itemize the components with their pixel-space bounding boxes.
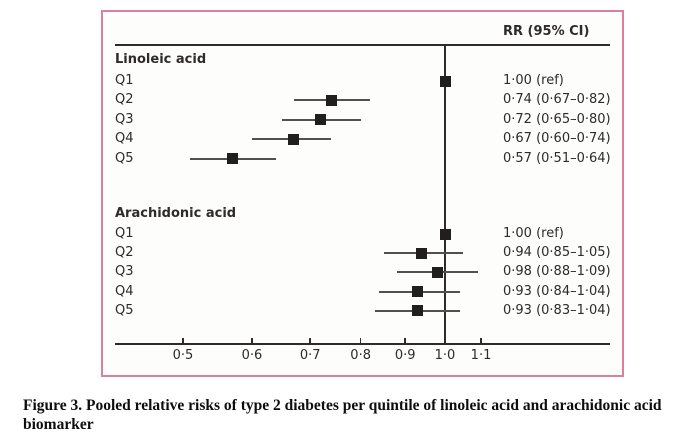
row-value: 0·98 (0·88–1·09) [503,264,611,280]
row-label: Q5 [115,150,134,166]
axis-tick [359,338,362,344]
axis-tick-label: 1·1 [470,348,492,363]
caption-line-2: biomarker [23,416,94,433]
point-marker [431,266,443,278]
point-marker [416,247,428,259]
x-axis [115,343,610,345]
row-label: Q3 [115,111,134,127]
row-label: Q2 [115,245,134,261]
row-label: Q4 [115,283,134,299]
row-value: 0·57 (0·51–0·64) [503,150,611,166]
forest-plot: RR (95% CI) Linoleic acid Q1 1·00 (ref) Q2 0… [101,10,624,377]
row-label: Q5 [115,302,134,318]
point-marker [412,305,424,317]
point-marker [325,94,337,106]
point-marker [412,286,424,298]
row-label: Q3 [115,264,134,280]
axis-tick-label: 0·9 [394,348,416,363]
header-rule [115,44,610,46]
row-value: 0·74 (0·67–0·82) [503,92,611,108]
figure-caption: Figure 3. Pooled relative risks of type … [23,396,662,434]
row-label: Q1 [115,226,134,241]
axis-tick [444,338,446,344]
rr-ci-header: RR (95% CI) [503,24,590,39]
row-label: Q1 [115,73,134,88]
point-marker [315,114,327,126]
row-value: 0·94 (0·85–1·05) [503,245,611,261]
row-label: Q2 [115,92,134,108]
group-label: Arachidonic acid [115,205,237,221]
row-value: 0·93 (0·83–1·04) [503,302,611,318]
row-value: 1·00 (ref) [503,226,564,241]
point-marker [439,228,451,240]
caption-line-1: Figure 3. Pooled relative risks of type … [23,397,662,414]
row-value: 0·67 (0·60–0·74) [503,131,611,147]
axis-tick-label: 0·8 [350,348,371,363]
group-label: Linoleic acid [115,52,207,67]
axis-tick [251,338,253,344]
axis-tick [309,338,311,344]
row-label: Q4 [115,131,134,147]
row-value: 1·00 (ref) [503,73,564,88]
axis-tick [480,338,482,344]
point-marker [439,75,451,87]
axis-tick [182,338,184,344]
row-value: 0·93 (0·84–1·04) [503,283,611,299]
axis-tick [404,338,406,344]
point-marker [227,153,239,165]
axis-tick-label: 0·6 [241,348,263,363]
row-value: 0·72 (0·65–0·80) [503,111,611,127]
axis-tick-label: 1·0 [434,348,456,363]
axis-tick-label: 0·7 [299,348,321,363]
point-marker [288,133,300,145]
axis-tick-label: 0·5 [172,348,194,363]
reference-line [444,45,446,344]
